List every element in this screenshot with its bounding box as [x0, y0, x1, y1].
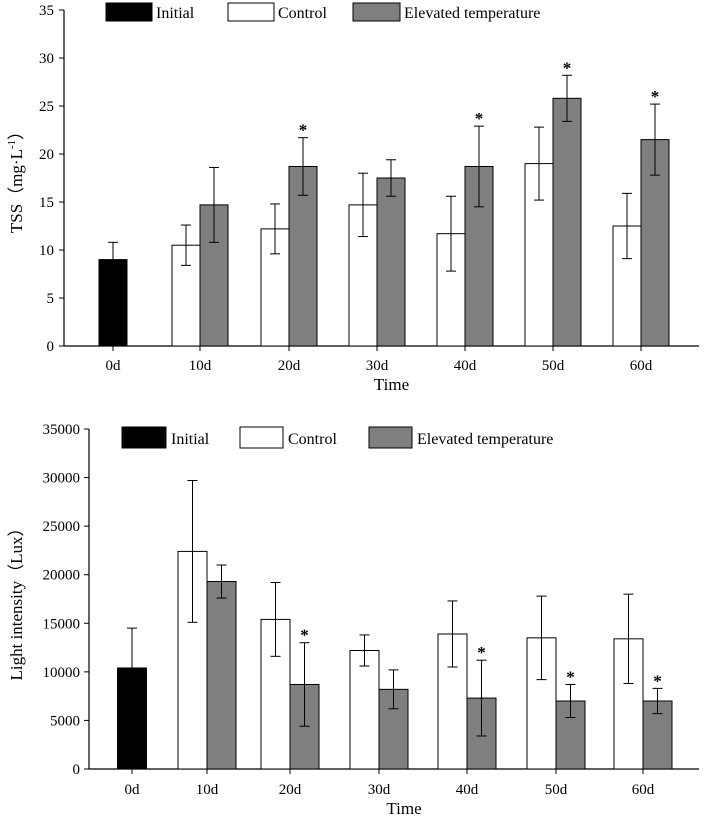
- legend-swatch: [105, 2, 153, 22]
- x-tick-label: 60d: [630, 358, 653, 374]
- x-axis-title: Time: [374, 375, 409, 394]
- x-tick-label: 50d: [542, 358, 565, 374]
- x-tick-label: 30d: [366, 358, 389, 374]
- legend-label: Control: [278, 5, 327, 22]
- bar-elevated-temperature: [376, 177, 406, 347]
- y-tick-label: 15: [39, 195, 54, 211]
- x-tick-label: 50d: [545, 782, 568, 798]
- legend-label: Control: [288, 431, 337, 448]
- y-tick-label: 20: [39, 147, 54, 163]
- y-axis-title: TSS（mg·L-1）: [6, 123, 26, 233]
- legend-swatch: [121, 426, 167, 449]
- y-axis-title-superscript: -1: [6, 140, 18, 149]
- y-axis-title-close: ）: [7, 123, 26, 140]
- x-tick-label: 40d: [456, 782, 479, 798]
- y-tick-label: 10: [39, 243, 54, 259]
- legend-swatch: [239, 426, 284, 449]
- x-tick-label: 20d: [278, 358, 301, 374]
- y-tick-label: 20000: [43, 568, 81, 584]
- legend-label: Initial: [171, 431, 210, 448]
- bar-elevated-temperature: [552, 97, 582, 347]
- x-tick-label: 20d: [279, 782, 302, 798]
- light-intensity-chart-panel: 0 5000 10000 15000 20000 25000 30000 35000 0d 10d…: [7, 422, 699, 818]
- legend-swatch: [352, 2, 401, 22]
- legend-label: Initial: [156, 5, 195, 22]
- significance-star: *: [299, 121, 308, 140]
- y-tick-label: 15000: [43, 616, 81, 632]
- significance-star: *: [653, 671, 662, 690]
- y-tick-label: 25: [39, 99, 54, 115]
- bar-elevated-temperature: [206, 581, 237, 770]
- x-tick-label: 30d: [368, 782, 391, 798]
- x-tick-label: 60d: [632, 782, 655, 798]
- legend-swatch: [368, 426, 413, 449]
- x-tick-label: 0d: [125, 782, 141, 798]
- y-tick-label: 5: [47, 291, 55, 307]
- x-tick-label: 10d: [196, 782, 219, 798]
- x-tick-label: 40d: [454, 358, 477, 374]
- y-tick-label: 35: [39, 3, 54, 19]
- bar-elevated-temperature: [288, 165, 318, 347]
- y-tick-label: 10000: [43, 665, 81, 681]
- significance-star: *: [566, 667, 575, 686]
- significance-star: *: [563, 58, 572, 77]
- legend-label: Elevated temperature: [417, 431, 553, 448]
- y-tick-label: 0: [73, 762, 81, 778]
- x-tick-label: 0d: [106, 358, 122, 374]
- legend-label: Elevated temperature: [404, 5, 540, 22]
- y-tick-label: 0: [47, 339, 55, 355]
- x-tick-label: 10d: [189, 358, 212, 374]
- y-tick-label: 5000: [50, 713, 80, 729]
- y-axis-title: Light intensity（Lux）: [7, 519, 26, 680]
- y-tick-label: 30: [39, 51, 54, 67]
- x-axis-title: Time: [386, 799, 421, 818]
- significance-star: *: [651, 87, 660, 106]
- significance-star: *: [477, 643, 486, 662]
- y-tick-label: 35000: [43, 422, 81, 438]
- y-tick-label: 30000: [43, 471, 81, 487]
- significance-star: *: [475, 109, 484, 128]
- y-axis-title-main: Light intensity（Lux）: [7, 519, 26, 680]
- significance-star: *: [300, 626, 309, 645]
- y-axis-title-main: TSS（mg·L: [7, 149, 26, 233]
- legend-swatch: [227, 2, 275, 22]
- tss-chart-panel: 0 5 10 15 20 25 30 35 0d 10d 20d 30d 40d 50d 60d * * * * In…: [6, 2, 699, 394]
- bar-control: [349, 649, 380, 770]
- y-tick-label: 25000: [43, 519, 81, 535]
